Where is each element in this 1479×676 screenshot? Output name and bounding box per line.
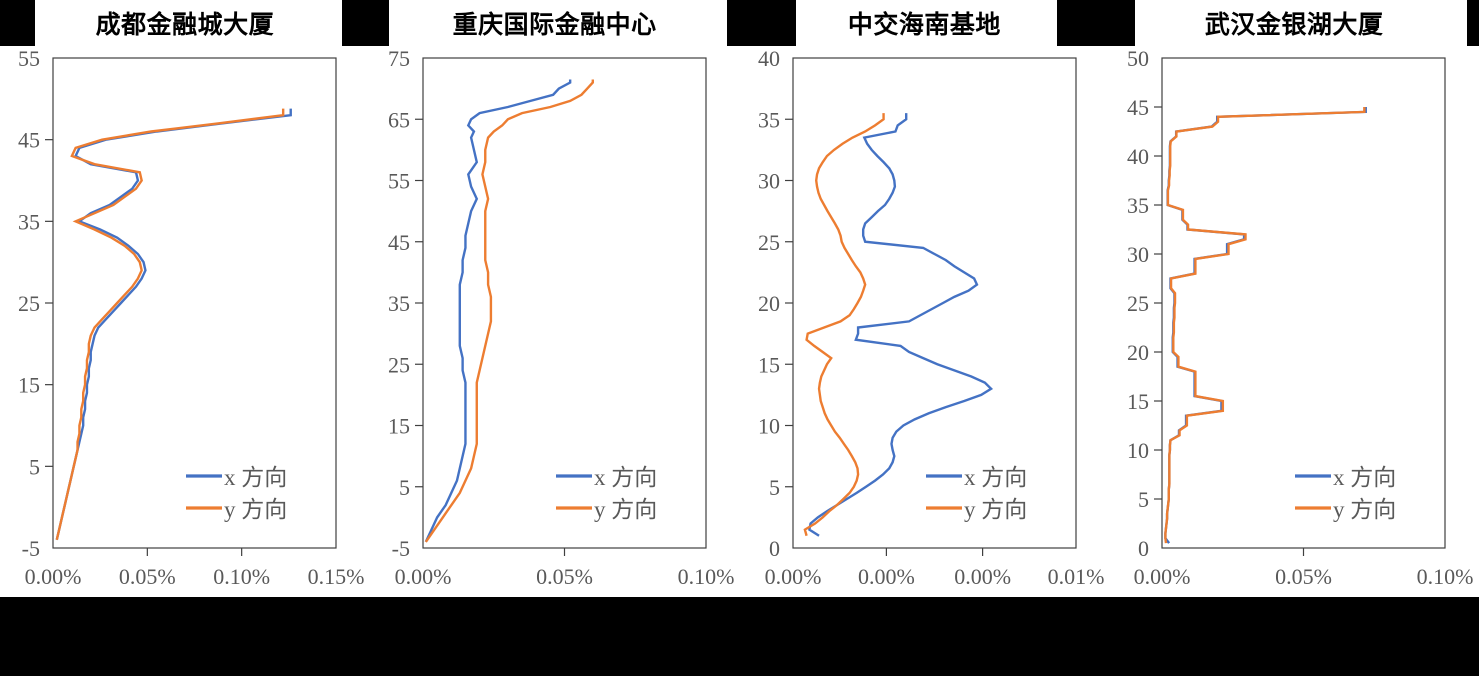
x-tick-label-2-2: 0.00% [954, 564, 1011, 589]
y-tick-label-2-6: 30 [758, 169, 780, 194]
plot-area-2: 0 5 10 15 20 25 30 35 40 0.00% 0.00% 0.00% 0.01% x 方向… [758, 46, 1104, 589]
x-tick-label-1-2: 0.10% [677, 564, 734, 589]
y-tick-label-2-2: 10 [758, 414, 780, 439]
chart-title-2: 中交海南基地 [739, 0, 1110, 46]
title-mask-left-1 [369, 0, 389, 46]
y-tick-label-3-8: 40 [1127, 144, 1149, 169]
legend-label-0-0: x 方向 [224, 465, 287, 490]
plot-area-3: 0 5 10 15 20 25 30 35 40 45 50 0.00% 0.05% 0.10% x 方向 y… [1127, 46, 1474, 589]
charts-row: 成都金融城大厦 -5 5 15 25 35 45 55 0.00% 0.05% 0.10% 0.15… [0, 0, 1479, 597]
x-tick-label-3-1: 0.05% [1275, 564, 1332, 589]
series-line-0-1 [55, 108, 285, 541]
plot-area-1: -5 5 15 25 35 45 55 65 75 0.00% 0.05% 0.10% x 方向 y 方向 [388, 46, 734, 589]
y-tick-label-3-6: 30 [1127, 242, 1149, 267]
plot-frame-2 [791, 57, 1077, 549]
y-tick-label-2-7: 35 [758, 107, 780, 132]
title-mask-right-2 [1057, 0, 1110, 46]
x-tick-label-2-0: 0.00% [764, 564, 821, 589]
y-tick-label-0-6: 55 [18, 46, 40, 71]
y-tick-label-0-1: 5 [29, 454, 40, 479]
plot-frame-1 [422, 57, 707, 549]
y-tick-label-1-2: 15 [388, 414, 410, 439]
series-line-1-1 [424, 79, 594, 543]
y-tick-label-1-3: 25 [388, 352, 410, 377]
title-mask-left-3 [1109, 0, 1136, 46]
y-tick-label-3-2: 10 [1127, 438, 1149, 463]
x-tick-label-0-0: 0.00% [25, 564, 82, 589]
legend-label-2-0: x 方向 [964, 465, 1027, 490]
x-tick-label-3-0: 0.00% [1134, 564, 1191, 589]
series-line-2-0 [807, 113, 993, 537]
title-mask-right-1 [726, 0, 740, 46]
y-tick-label-2-1: 5 [769, 475, 780, 500]
y-tick-label-1-0: -5 [391, 536, 409, 561]
chart-title-0: 成都金融城大厦 [0, 0, 370, 46]
legend-label-1-0: x 方向 [594, 465, 657, 490]
y-tick-label-0-4: 35 [18, 209, 40, 234]
plot-frame-3 [1161, 57, 1446, 549]
legend-label-2-1: y 方向 [964, 497, 1027, 522]
y-tick-label-1-5: 45 [388, 230, 410, 255]
legend-label-1-1: y 方向 [594, 497, 657, 522]
bottom-black-band [0, 597, 1479, 676]
x-tick-label-1-1: 0.05% [536, 564, 593, 589]
y-tick-label-3-10: 50 [1127, 46, 1149, 71]
x-tick-label-2-1: 0.00% [857, 564, 914, 589]
y-tick-label-3-4: 20 [1127, 340, 1149, 365]
y-tick-label-2-3: 15 [758, 352, 780, 377]
x-tick-label-1-0: 0.00% [394, 564, 451, 589]
legend-label-0-1: y 方向 [224, 497, 287, 522]
y-tick-label-0-5: 45 [18, 128, 40, 153]
y-tick-label-1-8: 75 [388, 46, 410, 71]
y-tick-label-3-1: 5 [1138, 487, 1149, 512]
series-line-2-1 [802, 113, 885, 537]
series-line-3-1 [1164, 107, 1366, 544]
legend-label-3-1: y 方向 [1333, 497, 1396, 522]
y-tick-label-2-8: 40 [758, 46, 780, 71]
y-tick-label-2-5: 25 [758, 230, 780, 255]
series-line-1-0 [424, 79, 572, 543]
x-tick-label-2-3: 0.01% [1047, 564, 1104, 589]
y-tick-label-1-1: 5 [399, 475, 410, 500]
legend-label-3-0: x 方向 [1333, 465, 1396, 490]
chart-panel-3[interactable]: 武汉金银湖大厦 0 5 10 15 20 25 30 35 40 45 50 0.00% 0.05% 0.… [1109, 0, 1479, 597]
y-tick-label-3-3: 15 [1127, 389, 1149, 414]
y-tick-label-1-7: 65 [388, 107, 410, 132]
chart-panel-1[interactable]: 重庆国际金融中心 -5 5 15 25 35 45 55 65 75 0.00% 0.05% 0.10… [369, 0, 740, 597]
y-tick-label-0-0: -5 [22, 536, 40, 561]
x-tick-label-3-2: 0.10% [1417, 564, 1474, 589]
chart-panel-0[interactable]: 成都金融城大厦 -5 5 15 25 35 45 55 0.00% 0.05% 0.10% 0.15… [0, 0, 370, 597]
title-mask-left-2 [739, 0, 796, 46]
y-tick-label-0-3: 25 [18, 291, 40, 316]
title-mask-right-0 [341, 0, 370, 46]
y-tick-label-2-4: 20 [758, 291, 780, 316]
y-tick-label-0-2: 15 [18, 373, 40, 398]
y-tick-label-3-5: 25 [1127, 291, 1149, 316]
chart-title-3: 武汉金银湖大厦 [1109, 0, 1479, 46]
y-tick-label-2-0: 0 [769, 536, 780, 561]
x-tick-label-0-1: 0.05% [119, 564, 176, 589]
y-tick-label-3-0: 0 [1138, 536, 1149, 561]
plot-area-0: -5 5 15 25 35 45 55 0.00% 0.05% 0.10% 0.15% x 方向 y 方… [18, 46, 365, 589]
chart-title-1: 重庆国际金融中心 [369, 0, 740, 46]
title-mask-left-0 [0, 0, 35, 46]
title-mask-right-3 [1467, 0, 1479, 46]
y-tick-label-1-4: 35 [388, 291, 410, 316]
x-tick-label-0-3: 0.15% [308, 564, 365, 589]
y-tick-label-1-6: 55 [388, 169, 410, 194]
y-tick-label-3-9: 45 [1127, 95, 1149, 120]
y-tick-label-3-7: 35 [1127, 193, 1149, 218]
x-tick-label-0-2: 0.10% [213, 564, 270, 589]
chart-panel-2[interactable]: 中交海南基地 0 5 10 15 20 25 30 35 40 0.00% 0.00% 0.00% 0.… [739, 0, 1110, 597]
